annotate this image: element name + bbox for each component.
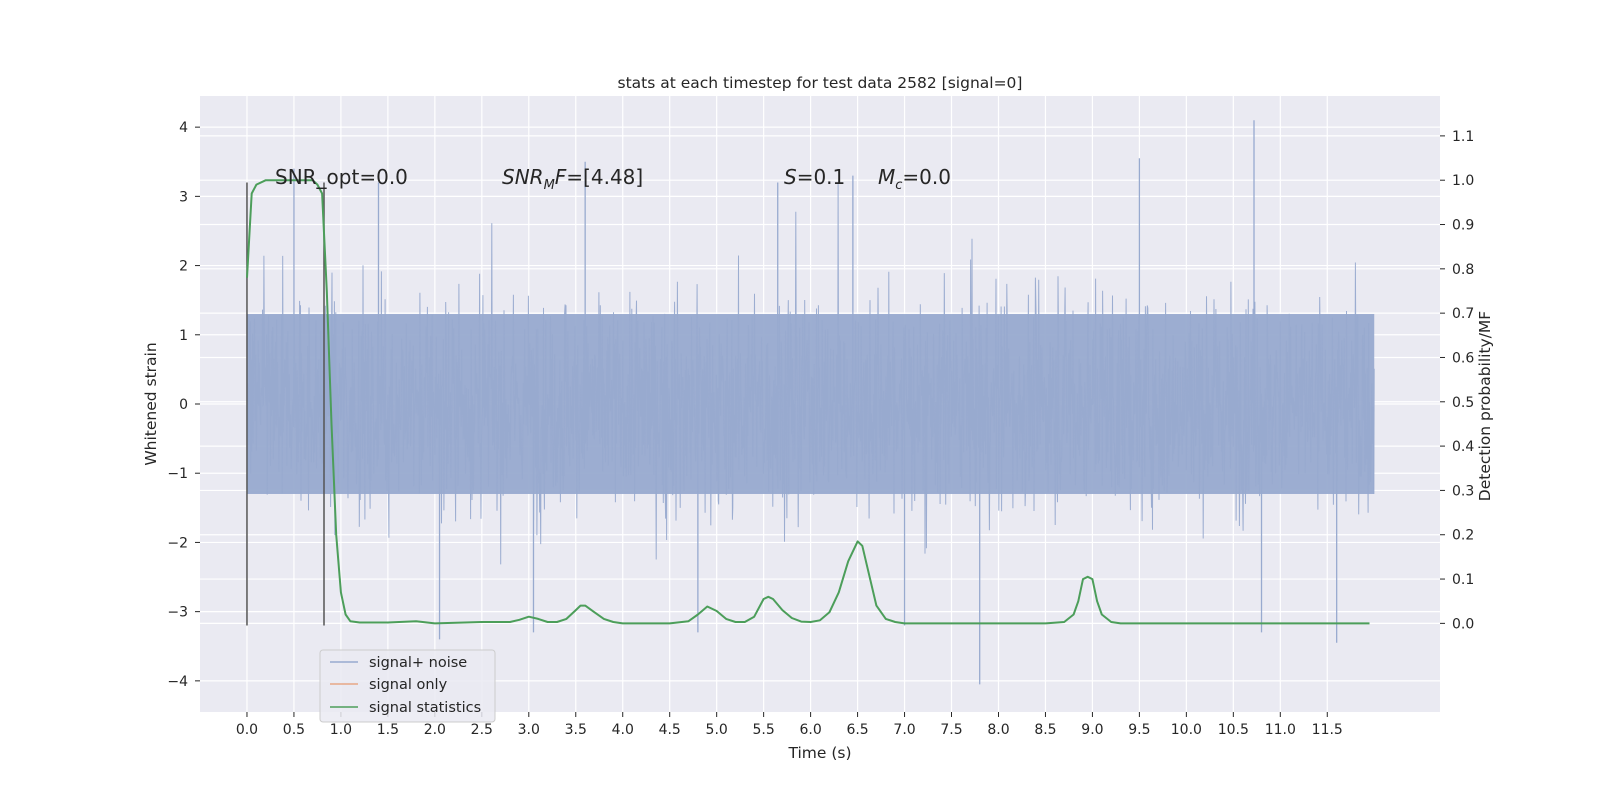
- x-tick-label: 9.5: [1128, 722, 1150, 738]
- legend-label-signal-statistics: signal statistics: [369, 700, 481, 716]
- y2-axis-ticks: 1.1 1.0 0.9 0.8 0.7 0.6 0.5 0.4 0.3 0.2 0.1 0.0: [1440, 129, 1474, 632]
- x-axis-label: Time (s): [787, 744, 851, 762]
- y-axis-label: Whitened strain: [142, 342, 160, 465]
- x-tick-label: 4.0: [612, 722, 634, 738]
- x-tick-label: 7.0: [893, 722, 915, 738]
- x-tick-label: 4.5: [659, 722, 681, 738]
- y-tick-label: 3: [179, 189, 188, 205]
- y-tick-label: 0: [179, 397, 188, 413]
- y-axis-ticks: 4 3 2 1 0 −1 −2 −3 −4: [167, 120, 200, 690]
- y2-tick-label: 1.0: [1452, 173, 1474, 189]
- x-tick-label: 11.5: [1312, 722, 1343, 738]
- x-tick-label: 8.5: [1034, 722, 1056, 738]
- y-tick-label: −3: [167, 605, 188, 621]
- x-tick-label: 1.0: [330, 722, 352, 738]
- annotation-snr-mf: SNRMF=[4.48]: [502, 165, 643, 193]
- y-tick-label: −4: [167, 674, 188, 690]
- x-tick-label: 7.5: [940, 722, 962, 738]
- x-tick-label: 5.0: [706, 722, 728, 738]
- legend: signal+ noise signal only signal statist…: [319, 649, 496, 723]
- annotation-s: S=0.1: [784, 165, 845, 189]
- y-tick-label: 2: [179, 259, 188, 275]
- y-tick-label: −1: [167, 466, 188, 482]
- x-tick-label: 0.5: [283, 722, 305, 738]
- x-tick-label: 10.5: [1218, 722, 1249, 738]
- signal-noise-series: [246, 120, 1375, 685]
- y2-tick-label: 0.7: [1452, 306, 1474, 322]
- y2-axis-label: Detection probability/MF: [1476, 311, 1494, 502]
- y2-tick-label: 0.6: [1452, 350, 1474, 366]
- y2-tick-label: 0.4: [1452, 439, 1474, 455]
- y-tick-label: 1: [179, 328, 188, 344]
- x-axis-ticks: 0.0 0.5 1.0 1.5 2.0 2.5 3.0 3.5 4.0 4.5 5.0 5.5 6.0 6…: [236, 712, 1343, 738]
- legend-label-signal-noise: signal+ noise: [369, 655, 467, 671]
- y-tick-label: −2: [167, 535, 188, 551]
- x-tick-label: 5.5: [753, 722, 775, 738]
- window-markers: [246, 182, 325, 626]
- signal-statistics-series: [246, 179, 1370, 625]
- annotation-snr-opt: SNR_opt=0.0: [275, 165, 408, 189]
- annotation-mc: Mc=0.0: [878, 165, 951, 193]
- y2-tick-label: 0.0: [1452, 616, 1474, 632]
- x-tick-label: 3.0: [518, 722, 540, 738]
- x-tick-label: 1.5: [377, 722, 399, 738]
- x-tick-label: 2.0: [424, 722, 446, 738]
- y2-tick-label: 1.1: [1452, 129, 1474, 145]
- chart-title: stats at each timestep for test data 258…: [618, 74, 1023, 92]
- legend-label-signal-only: signal only: [369, 677, 448, 693]
- x-tick-label: 3.5: [565, 722, 587, 738]
- x-tick-label: 6.5: [846, 722, 868, 738]
- x-tick-label: 11.0: [1265, 722, 1296, 738]
- x-tick-label: 8.0: [987, 722, 1009, 738]
- x-tick-label: 2.5: [471, 722, 493, 738]
- y2-tick-label: 0.2: [1452, 528, 1474, 544]
- x-tick-label: 10.0: [1171, 722, 1202, 738]
- x-tick-label: 9.0: [1081, 722, 1103, 738]
- y-tick-label: 4: [179, 120, 188, 136]
- y2-tick-label: 0.3: [1452, 483, 1474, 499]
- y2-tick-label: 0.5: [1452, 395, 1474, 411]
- noise-trace: [246, 184, 1375, 565]
- x-tick-label: 0.0: [236, 722, 258, 738]
- signal-statistics-line: [246, 179, 1370, 625]
- y2-tick-label: 0.1: [1452, 572, 1474, 588]
- legend-box: [319, 649, 496, 723]
- y2-tick-label: 0.9: [1452, 218, 1474, 234]
- y2-tick-label: 0.8: [1452, 262, 1474, 278]
- x-tick-label: 6.0: [799, 722, 821, 738]
